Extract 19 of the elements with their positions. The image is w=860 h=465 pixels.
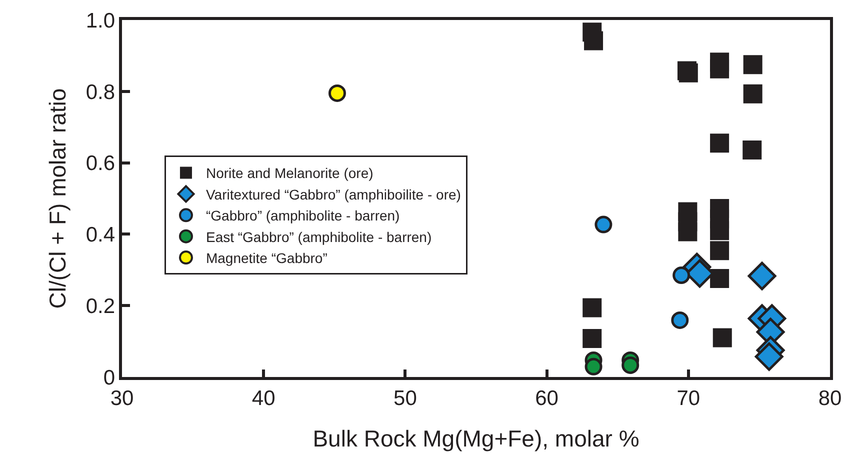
y-tick-label: 1.0 xyxy=(86,9,116,32)
x-tick-label: 40 xyxy=(252,386,276,410)
legend-label: East “Gabbro” (amphibolite - barren) xyxy=(206,228,432,245)
legend-label: Varitextured “Gabbro” (amphiboilite - ore) xyxy=(206,186,461,202)
x-tick-label: 70 xyxy=(676,386,700,410)
y-tick-label: 0.4 xyxy=(86,224,116,247)
legend-label: “Gabbro” (amphibolite - barren) xyxy=(206,208,400,224)
y-axis-title: Cl/(Cl + F) molar ratio xyxy=(44,88,70,309)
x-tick-label: 50 xyxy=(394,386,417,410)
x-axis-title: Bulk Rock Mg(Mg+Fe), molar % xyxy=(312,426,640,452)
x-tick-label: 80 xyxy=(818,386,842,410)
legend-label: Norite and Melanorite (ore) xyxy=(206,165,374,182)
y-tick-label: 0.2 xyxy=(86,294,116,318)
y-tick-label: 0.8 xyxy=(86,80,116,104)
legend-label: Magnetite “Gabbro” xyxy=(206,250,328,266)
x-tick-label: 30 xyxy=(110,386,134,410)
y-tick-label: 0 xyxy=(103,366,116,390)
x-tick-label: 60 xyxy=(535,386,558,410)
y-tick-label: 0.6 xyxy=(86,152,116,176)
